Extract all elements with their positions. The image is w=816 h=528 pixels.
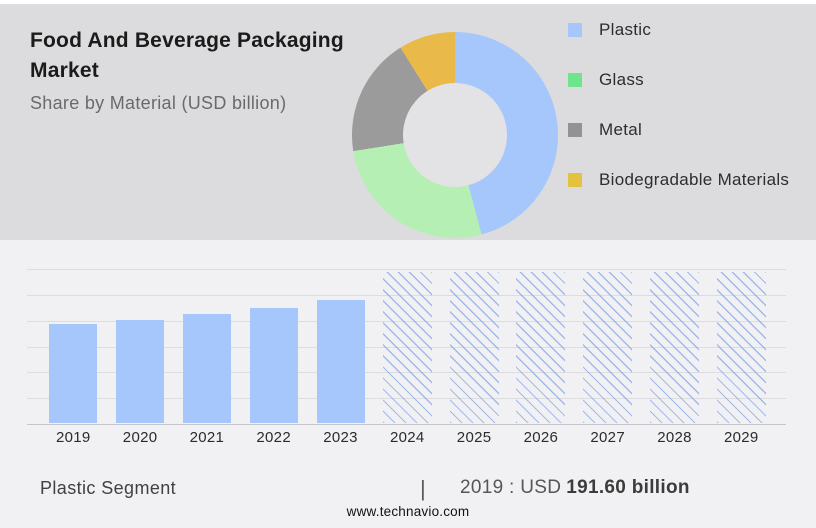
x-axis-label-2025: 2025 xyxy=(456,429,492,446)
donut-hole xyxy=(403,83,507,187)
bar-2019 xyxy=(49,323,98,423)
x-axis-label-2026: 2026 xyxy=(523,429,559,446)
x-axis-label-2023: 2023 xyxy=(323,429,358,446)
bar-2022 xyxy=(249,308,298,423)
page-subtitle: Share by Material (USD billion) xyxy=(30,93,287,113)
legend-item-metal: Metal xyxy=(568,120,789,139)
forecast-hatch-column-2026 xyxy=(516,272,566,423)
caption-value-bold: 191.60 billion xyxy=(566,477,690,498)
legend-label-metal: Metal xyxy=(599,120,643,139)
legend-swatch-plastic xyxy=(568,23,582,37)
donut-legend: Plastic Glass Metal Biodegradable Materials xyxy=(568,20,790,189)
bar-chart-plot xyxy=(27,269,786,425)
x-axis-label-2028: 2028 xyxy=(657,429,692,446)
bar-2020 xyxy=(116,319,165,423)
forecast-hatch-column-2024 xyxy=(382,272,432,423)
legend-label-glass: Glass xyxy=(599,70,644,89)
legend-swatch-metal xyxy=(568,123,582,137)
title-block: Food And Beverage Packaging Market Share… xyxy=(30,26,360,114)
legend-label-plastic: Plastic xyxy=(599,20,652,39)
legend-item-glass: Glass xyxy=(568,70,789,89)
caption-separator: | xyxy=(420,476,426,501)
segment-label: Plastic Segment xyxy=(40,478,177,498)
forecast-hatch-column-2028 xyxy=(650,272,699,423)
forecast-hatch-column-2029 xyxy=(716,272,766,423)
chart-panel: 2019 2020 2021 2022 2023 2024 2025 2026 2027 2028… xyxy=(0,240,816,528)
x-axis-label-2029: 2029 xyxy=(724,429,759,446)
legend-item-plastic: Plastic xyxy=(568,20,789,39)
caption-value-prefix: 2019 : USD xyxy=(460,477,562,498)
caption-row: Plastic Segment | 2019 : USD 191.60 billi… xyxy=(0,476,816,504)
x-axis-baseline xyxy=(27,424,786,425)
x-axis-label-2022: 2022 xyxy=(256,429,291,446)
forecast-hatch-column-2025 xyxy=(449,272,499,423)
page-title-line-1: Food And Beverage Packaging xyxy=(30,29,344,52)
legend-swatch-biodegradable-materials xyxy=(568,173,582,187)
legend-item-biodegradable-materials: Biodegradable Materials xyxy=(568,170,790,189)
x-axis-label-2019: 2019 xyxy=(56,429,91,446)
header-panel: Food And Beverage Packaging Market Share… xyxy=(0,4,816,240)
x-axis-label-2021: 2021 xyxy=(189,429,225,446)
legend-swatch-glass xyxy=(568,73,582,87)
x-axis-label-2024: 2024 xyxy=(390,429,425,446)
gridline xyxy=(27,269,786,270)
bar-2023 xyxy=(316,299,365,423)
legend-label-biodegradable-materials: Biodegradable Materials xyxy=(599,170,790,189)
x-axis-label-2020: 2020 xyxy=(122,429,158,446)
footer-url: www.technavio.com xyxy=(346,504,470,519)
donut-chart xyxy=(352,32,558,238)
bar-2021 xyxy=(182,314,231,423)
caption-value: 2019 : USD 191.60 billion xyxy=(460,477,690,499)
forecast-hatch-column-2027 xyxy=(583,272,633,423)
page-title-line-2: Market xyxy=(30,59,99,82)
x-axis-label-2027: 2027 xyxy=(590,429,625,446)
